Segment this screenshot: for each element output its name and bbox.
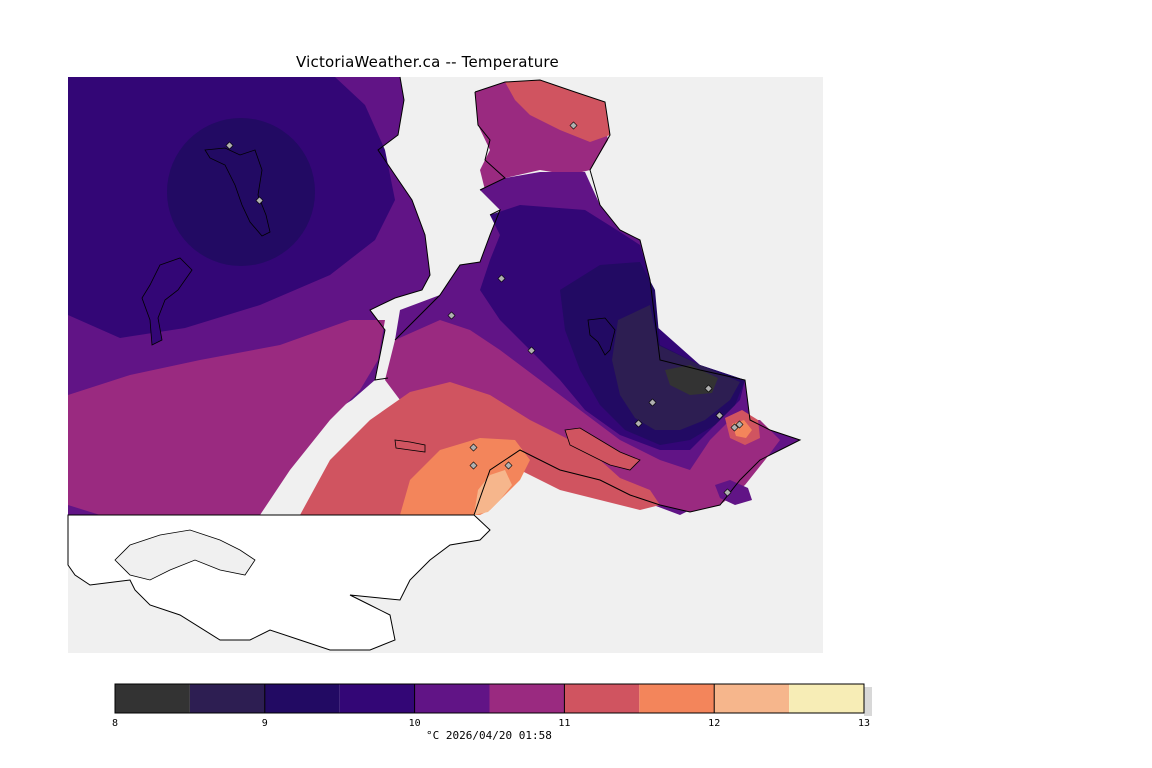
station-marker <box>569 121 578 130</box>
legend-tick-label: 12 <box>708 718 720 729</box>
station-marker <box>735 420 744 429</box>
legend-band <box>189 684 265 713</box>
legend-tick-label: 8 <box>112 718 118 729</box>
zone-12-12.5-south <box>474 470 512 515</box>
legend-ticks: 8 9 10 11 12 13 <box>112 684 870 729</box>
station-markers <box>225 121 744 497</box>
station-marker <box>730 423 739 432</box>
legend-tick-label: 10 <box>409 718 421 729</box>
saanich-peninsula <box>300 80 800 515</box>
legend-band <box>339 684 415 713</box>
legend-tick-label: 9 <box>262 718 268 729</box>
zone-11-11.5-north <box>505 80 610 142</box>
station-marker <box>648 398 657 407</box>
coastline-inlet <box>474 91 506 191</box>
coastlines <box>369 76 802 516</box>
legend-bands <box>114 683 872 716</box>
zone-8-8.5-central <box>665 365 718 395</box>
station-marker <box>527 346 536 355</box>
legend-band <box>564 684 640 713</box>
station-marker <box>497 274 506 283</box>
coastline-bay <box>394 208 501 341</box>
islands <box>141 147 641 471</box>
west-landmass <box>68 77 430 515</box>
island-west-2 <box>141 257 193 346</box>
station-marker <box>634 419 643 428</box>
legend-band <box>414 684 490 713</box>
zone-10.5-11-south <box>385 320 780 512</box>
station-marker <box>469 443 478 452</box>
station-marker <box>723 488 732 497</box>
station-marker <box>469 461 478 470</box>
page-title: VictoriaWeather.ca -- Temperature <box>296 53 559 71</box>
legend-band <box>639 684 715 713</box>
legend-band <box>714 684 790 713</box>
legend-band <box>789 684 864 713</box>
inland-lake <box>114 529 256 581</box>
station-marker <box>255 196 264 205</box>
legend-tick-label: 11 <box>558 718 570 729</box>
zone-10-10.5-southeast <box>715 480 752 505</box>
legend-tick-label: 13 <box>858 718 870 729</box>
coastline-saanich <box>473 79 802 516</box>
station-marker <box>225 141 234 150</box>
station-marker <box>504 461 513 470</box>
island-south-2 <box>564 427 641 471</box>
legend-band <box>115 684 190 713</box>
zone-10.5-11-west <box>68 320 385 515</box>
legend-shadow <box>864 687 872 716</box>
station-marker <box>715 411 724 420</box>
legend-band <box>264 684 340 713</box>
island-central <box>587 317 616 356</box>
island-south-1 <box>394 439 426 453</box>
island-west-1 <box>204 147 271 237</box>
station-marker <box>704 384 713 393</box>
coastline-west <box>369 76 431 381</box>
station-marker <box>447 311 456 320</box>
zone-8.5-9-central <box>612 305 740 430</box>
legend-caption: °C 2026/04/20 01:58 <box>426 729 552 742</box>
legend-band <box>489 684 565 713</box>
